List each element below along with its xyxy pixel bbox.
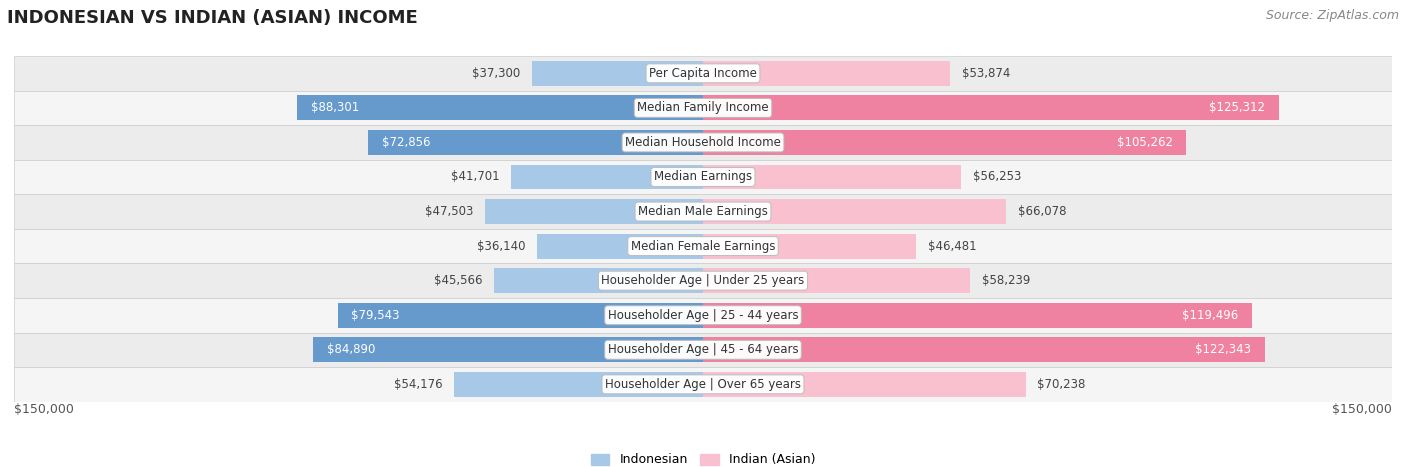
Bar bbox=[703, 268, 970, 293]
Bar bbox=[14, 229, 1392, 263]
Bar bbox=[512, 164, 703, 190]
Bar bbox=[494, 268, 703, 293]
Legend: Indonesian, Indian (Asian): Indonesian, Indian (Asian) bbox=[585, 448, 821, 467]
Text: Median Earnings: Median Earnings bbox=[654, 170, 752, 184]
Text: $37,300: $37,300 bbox=[472, 67, 520, 80]
Text: $150,000: $150,000 bbox=[14, 403, 75, 417]
Text: $72,856: $72,856 bbox=[382, 136, 430, 149]
Bar bbox=[703, 234, 917, 259]
Text: $58,239: $58,239 bbox=[981, 274, 1031, 287]
Text: Householder Age | 45 - 64 years: Householder Age | 45 - 64 years bbox=[607, 343, 799, 356]
Bar bbox=[531, 61, 703, 86]
Text: $47,503: $47,503 bbox=[425, 205, 474, 218]
Bar bbox=[14, 298, 1392, 333]
Text: Median Household Income: Median Household Income bbox=[626, 136, 780, 149]
Bar bbox=[703, 303, 1251, 328]
Bar bbox=[337, 303, 703, 328]
Text: Median Female Earnings: Median Female Earnings bbox=[631, 240, 775, 253]
Bar bbox=[14, 56, 1392, 91]
Text: Median Family Income: Median Family Income bbox=[637, 101, 769, 114]
Bar bbox=[703, 130, 1187, 155]
Bar bbox=[368, 130, 703, 155]
Text: Householder Age | Over 65 years: Householder Age | Over 65 years bbox=[605, 378, 801, 391]
Bar bbox=[703, 95, 1278, 120]
Text: $36,140: $36,140 bbox=[477, 240, 526, 253]
Bar bbox=[14, 91, 1392, 125]
Bar bbox=[537, 234, 703, 259]
Bar bbox=[14, 125, 1392, 160]
Text: $70,238: $70,238 bbox=[1038, 378, 1085, 391]
Bar bbox=[485, 199, 703, 224]
Text: $122,343: $122,343 bbox=[1195, 343, 1251, 356]
Text: $66,078: $66,078 bbox=[1018, 205, 1067, 218]
Text: $54,176: $54,176 bbox=[394, 378, 443, 391]
Text: $46,481: $46,481 bbox=[928, 240, 977, 253]
Text: Householder Age | Under 25 years: Householder Age | Under 25 years bbox=[602, 274, 804, 287]
Bar bbox=[703, 372, 1025, 397]
Text: $56,253: $56,253 bbox=[973, 170, 1021, 184]
Text: Median Male Earnings: Median Male Earnings bbox=[638, 205, 768, 218]
Bar bbox=[14, 160, 1392, 194]
Text: Per Capita Income: Per Capita Income bbox=[650, 67, 756, 80]
Text: $119,496: $119,496 bbox=[1182, 309, 1239, 322]
Text: $79,543: $79,543 bbox=[352, 309, 399, 322]
Text: $150,000: $150,000 bbox=[1331, 403, 1392, 417]
Text: $53,874: $53,874 bbox=[962, 67, 1011, 80]
Bar bbox=[454, 372, 703, 397]
Text: Source: ZipAtlas.com: Source: ZipAtlas.com bbox=[1265, 9, 1399, 22]
Text: Householder Age | 25 - 44 years: Householder Age | 25 - 44 years bbox=[607, 309, 799, 322]
Bar bbox=[703, 164, 962, 190]
Bar bbox=[14, 194, 1392, 229]
Text: $41,701: $41,701 bbox=[451, 170, 501, 184]
Bar bbox=[14, 333, 1392, 367]
Bar bbox=[703, 337, 1265, 362]
Text: $84,890: $84,890 bbox=[326, 343, 375, 356]
Bar bbox=[314, 337, 703, 362]
Text: $88,301: $88,301 bbox=[311, 101, 360, 114]
Text: $45,566: $45,566 bbox=[433, 274, 482, 287]
Text: INDONESIAN VS INDIAN (ASIAN) INCOME: INDONESIAN VS INDIAN (ASIAN) INCOME bbox=[7, 9, 418, 28]
Bar bbox=[14, 263, 1392, 298]
Bar bbox=[14, 367, 1392, 402]
Bar bbox=[703, 199, 1007, 224]
Text: $105,262: $105,262 bbox=[1116, 136, 1173, 149]
Bar bbox=[298, 95, 703, 120]
Bar bbox=[703, 61, 950, 86]
Text: $125,312: $125,312 bbox=[1209, 101, 1265, 114]
